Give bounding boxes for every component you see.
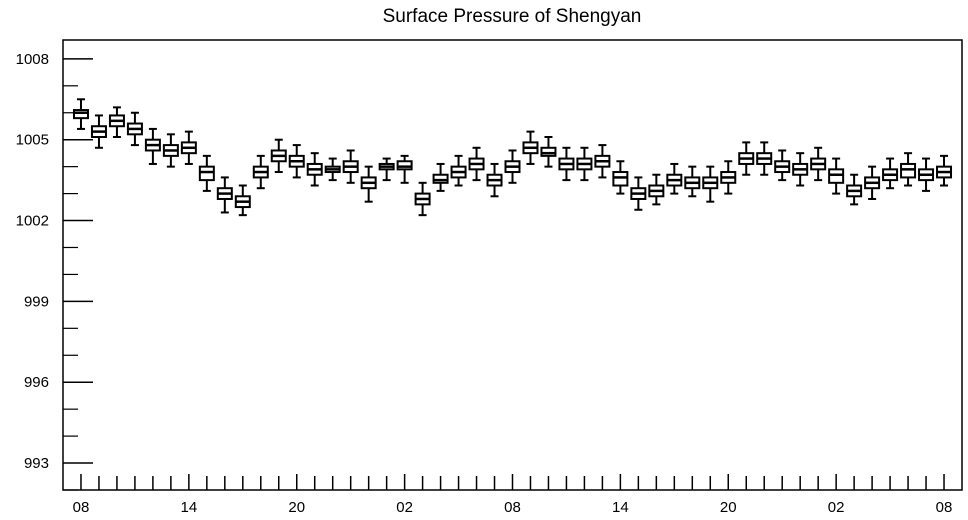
box-mark (162, 133, 179, 168)
box-mark (432, 162, 449, 192)
box-mark (414, 181, 431, 217)
x-tick-label: 08 (504, 499, 521, 516)
box-mark (396, 154, 413, 184)
box-mark (666, 162, 683, 195)
box-mark (918, 157, 935, 192)
box-mark (702, 165, 719, 203)
y-tick-label: 1005 (16, 132, 49, 149)
box-iqr (612, 171, 629, 187)
x-tick-label: 08 (936, 499, 953, 516)
x-tick-label: 08 (73, 499, 90, 516)
box-mark (378, 157, 395, 182)
box-mark (864, 165, 881, 200)
box-mark (720, 160, 737, 195)
box-mark (630, 176, 647, 211)
box-iqr (432, 173, 449, 184)
x-tick-label: 20 (288, 499, 305, 516)
box-mark (846, 173, 863, 206)
chart-title: Surface Pressure of Shengyan (383, 6, 642, 27)
box-iqr (72, 109, 89, 120)
box-iqr (198, 165, 215, 182)
box-mark (342, 149, 359, 184)
y-tick-label: 1002 (16, 213, 49, 230)
box-iqr (540, 146, 557, 157)
y-tick-label: 1008 (16, 51, 49, 68)
box-mark (684, 165, 701, 198)
box-mark (216, 176, 233, 214)
box-mark (882, 157, 899, 190)
box-mark (810, 146, 827, 182)
box-mark (288, 144, 305, 179)
x-tick-label: 14 (612, 499, 629, 516)
box-mark (558, 146, 575, 182)
box-mark (360, 165, 377, 203)
y-axis: 1008 1005 1002 999 996 993 (16, 51, 93, 491)
box-mark (450, 154, 467, 187)
x-axis: 08 14 20 02 08 14 20 02 08 (73, 474, 953, 516)
box-mark (144, 127, 161, 165)
plot-frame (62, 39, 963, 491)
box-mark (468, 146, 485, 182)
box-mark (504, 149, 521, 184)
box-mark (540, 136, 557, 168)
box-mark (576, 146, 593, 182)
y-tick-label: 993 (24, 455, 49, 472)
box-mark (612, 160, 629, 195)
box-mark (252, 154, 269, 190)
box-mark (180, 130, 197, 165)
box-mark (306, 152, 323, 187)
box-mark (900, 152, 917, 187)
box-mark (324, 157, 341, 182)
box-iqr (900, 162, 917, 179)
x-tick-label: 14 (181, 499, 198, 516)
box-iqr (828, 168, 845, 184)
box-mark (936, 154, 953, 187)
x-tick-label: 02 (828, 499, 845, 516)
x-tick-label: 02 (396, 499, 413, 516)
box-mark (756, 141, 773, 176)
box-iqr (396, 160, 413, 171)
box-mark (198, 154, 215, 192)
box-mark (108, 106, 125, 139)
box-mark (522, 130, 539, 165)
box-mark (792, 152, 809, 187)
box-mark (648, 173, 665, 206)
box-mark (72, 98, 89, 130)
box-mark (126, 111, 143, 147)
box-mark (486, 162, 503, 198)
y-tick-label: 996 (24, 374, 49, 391)
box-mark (738, 141, 755, 176)
box-mark (90, 114, 107, 149)
box-mark (594, 144, 611, 179)
boxes-group (72, 98, 953, 217)
box-mark (270, 138, 287, 174)
box-mark (828, 157, 845, 195)
x-tick-label: 20 (720, 499, 737, 516)
box-mark (234, 184, 251, 217)
box-mark (774, 149, 791, 182)
y-tick-label: 999 (24, 293, 49, 310)
